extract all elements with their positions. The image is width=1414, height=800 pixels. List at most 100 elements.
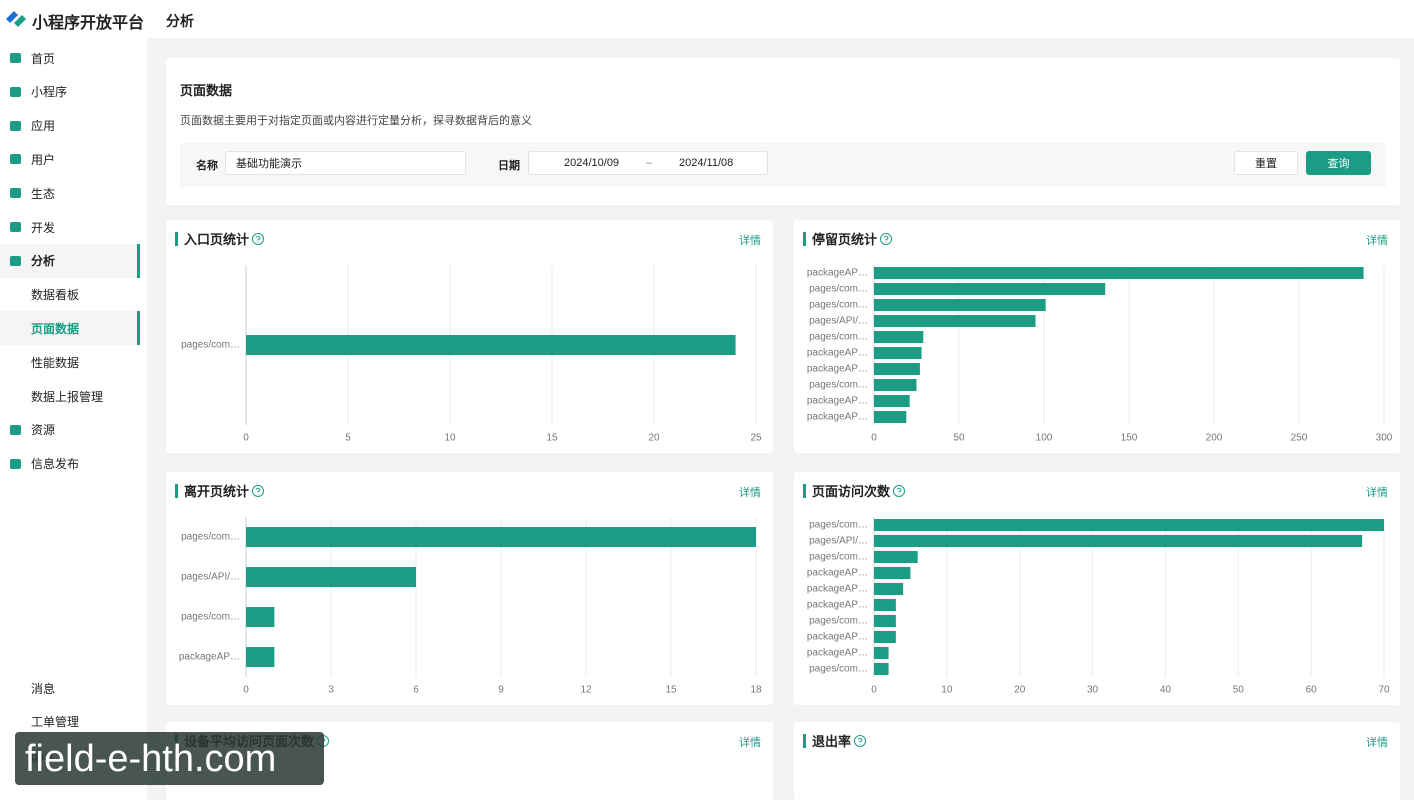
nav-label: 首页 [31, 51, 56, 66]
chart-card: 离开页统计 详情 0 3 6 9 12 15 18 pages/com… pages/API/… pa… [166, 472, 773, 705]
detail-link[interactable]: 详情 [1366, 487, 1388, 499]
subnav-item[interactable]: 数据上报管理 [0, 379, 140, 413]
nav-item[interactable]: 开发 [0, 210, 140, 244]
nav-label: 小程序 [31, 85, 68, 100]
chart-title-text: 停留页统计 [812, 232, 878, 247]
chart-card: 退出率 详情 [794, 722, 1400, 800]
y-tick-label: pages/com… [809, 664, 868, 675]
chart-title: 停留页统计 [803, 232, 893, 246]
bar [874, 663, 889, 675]
bar [874, 347, 922, 359]
x-tick-label: 20 [648, 433, 660, 444]
nav-label: 资源 [31, 423, 56, 438]
chart-title: 页面访问次数 [803, 484, 906, 498]
y-tick-label: packageAP… [807, 584, 868, 595]
nav-label: 开发 [31, 220, 56, 235]
nav-icon [10, 222, 21, 232]
bar [874, 567, 911, 579]
y-tick-label: pages/com… [809, 300, 868, 311]
bar [874, 551, 918, 563]
nav-label: 用户 [31, 152, 56, 167]
date-sep: – [646, 157, 653, 169]
nav-label: 性能数据 [31, 355, 80, 370]
help-icon [880, 233, 893, 245]
bar [874, 631, 896, 643]
x-tick-label: 6 [413, 685, 419, 696]
name-value: 基础功能演示 [236, 158, 302, 170]
subnav-item[interactable]: 性能数据 [0, 345, 140, 379]
detail-link[interactable]: 详情 [1366, 737, 1388, 749]
x-tick-label: 200 [1206, 433, 1223, 444]
bar [874, 267, 1364, 279]
help-circle [893, 485, 906, 497]
help-icon [252, 233, 265, 245]
chart-card: 页面访问次数 详情 0 10 20 30 40 50 60 70 pages/com… pages/A… [794, 472, 1400, 705]
chart-card: 停留页统计 详情 0 50 100 150 200 250 300 packageAP… pages… [794, 220, 1400, 453]
y-tick-label: pages/com… [809, 380, 868, 391]
x-tick-label: 15 [665, 685, 677, 696]
nav-item[interactable]: 资源 [0, 413, 140, 447]
nav-item[interactable]: 首页 [0, 41, 140, 75]
bar [246, 567, 416, 587]
nav-item[interactable]: 用户 [0, 142, 140, 176]
logo [6, 11, 26, 27]
x-tick-label: 25 [750, 433, 762, 444]
bar [246, 647, 275, 667]
name-select[interactable]: 基础功能演示 [225, 151, 466, 175]
y-tick-label: packageAP… [807, 396, 868, 407]
reset-button[interactable]: 重置 [1234, 151, 1298, 175]
subnav-item[interactable]: 页面数据 [0, 311, 140, 346]
nav-icon [10, 424, 21, 435]
nav-label: 信息发布 [31, 457, 80, 472]
query-button[interactable]: 查询 [1306, 151, 1371, 175]
chart-title-text: 退出率 [812, 734, 852, 749]
y-tick-label: packageAP… [807, 268, 868, 279]
header: 分析 [147, 0, 1414, 38]
bar [874, 583, 904, 595]
chart-title-text: 入口页统计 [184, 232, 250, 247]
detail-link[interactable]: 详情 [1366, 235, 1388, 247]
chart: 0 50 100 150 200 250 300 packageAP… pages/com… pa… [807, 265, 1393, 444]
help-circle [854, 735, 867, 747]
detail-link[interactable]: 详情 [739, 737, 761, 749]
nav-item[interactable]: 生态 [0, 176, 140, 210]
nav-label: 工单管理 [31, 715, 80, 730]
y-tick-label: pages/com… [809, 616, 868, 627]
x-tick-label: 18 [750, 685, 762, 696]
nav-item[interactable]: 信息发布 [0, 447, 140, 481]
y-tick-label: packageAP… [807, 648, 868, 659]
y-tick-label: pages/API/… [181, 572, 240, 583]
y-tick-label: pages/com… [181, 532, 240, 543]
chart: 0 5 10 15 20 25 pages/com… [181, 265, 762, 444]
reset-label: 重置 [1255, 158, 1277, 170]
nav-label: 分析 [31, 254, 56, 269]
date-start: 2024/10/09 [564, 157, 620, 169]
subnav-item[interactable]: 数据看板 [0, 278, 140, 312]
nav-item[interactable]: 应用 [0, 109, 140, 143]
nav-item[interactable]: 分析 [0, 243, 140, 278]
y-tick-label: packageAP… [807, 568, 868, 579]
bar [874, 519, 1384, 531]
nav-item[interactable]: 工单管理 [0, 705, 140, 739]
date-range[interactable]: 2024/10/09 – 2024/11/08 [528, 151, 768, 175]
bar [874, 411, 907, 423]
nav-item[interactable]: 消息 [0, 671, 140, 705]
nav-label: 页面数据 [31, 321, 80, 336]
chart-title: 离开页统计 [175, 484, 265, 498]
help-circle [252, 485, 265, 497]
chart-card: 入口页统计 详情 0 5 10 15 20 25 pages/com… [166, 220, 773, 453]
query-label: 查询 [1327, 158, 1350, 170]
detail-link[interactable]: 详情 [739, 235, 761, 247]
x-tick-label: 70 [1378, 685, 1390, 696]
nav-item[interactable]: 小程序 [0, 75, 140, 109]
nav-label: 应用 [31, 119, 56, 134]
nav-label: 消息 [31, 681, 56, 696]
x-tick-label: 10 [941, 685, 953, 696]
x-tick-label: 300 [1376, 433, 1393, 444]
bar [874, 363, 920, 375]
bar [874, 647, 889, 659]
bar [874, 283, 1106, 295]
detail-link[interactable]: 详情 [739, 487, 761, 499]
x-tick-label: 12 [580, 685, 592, 696]
chart: 0 10 20 30 40 50 60 70 pages/com… pages/API/… page… [807, 517, 1390, 696]
